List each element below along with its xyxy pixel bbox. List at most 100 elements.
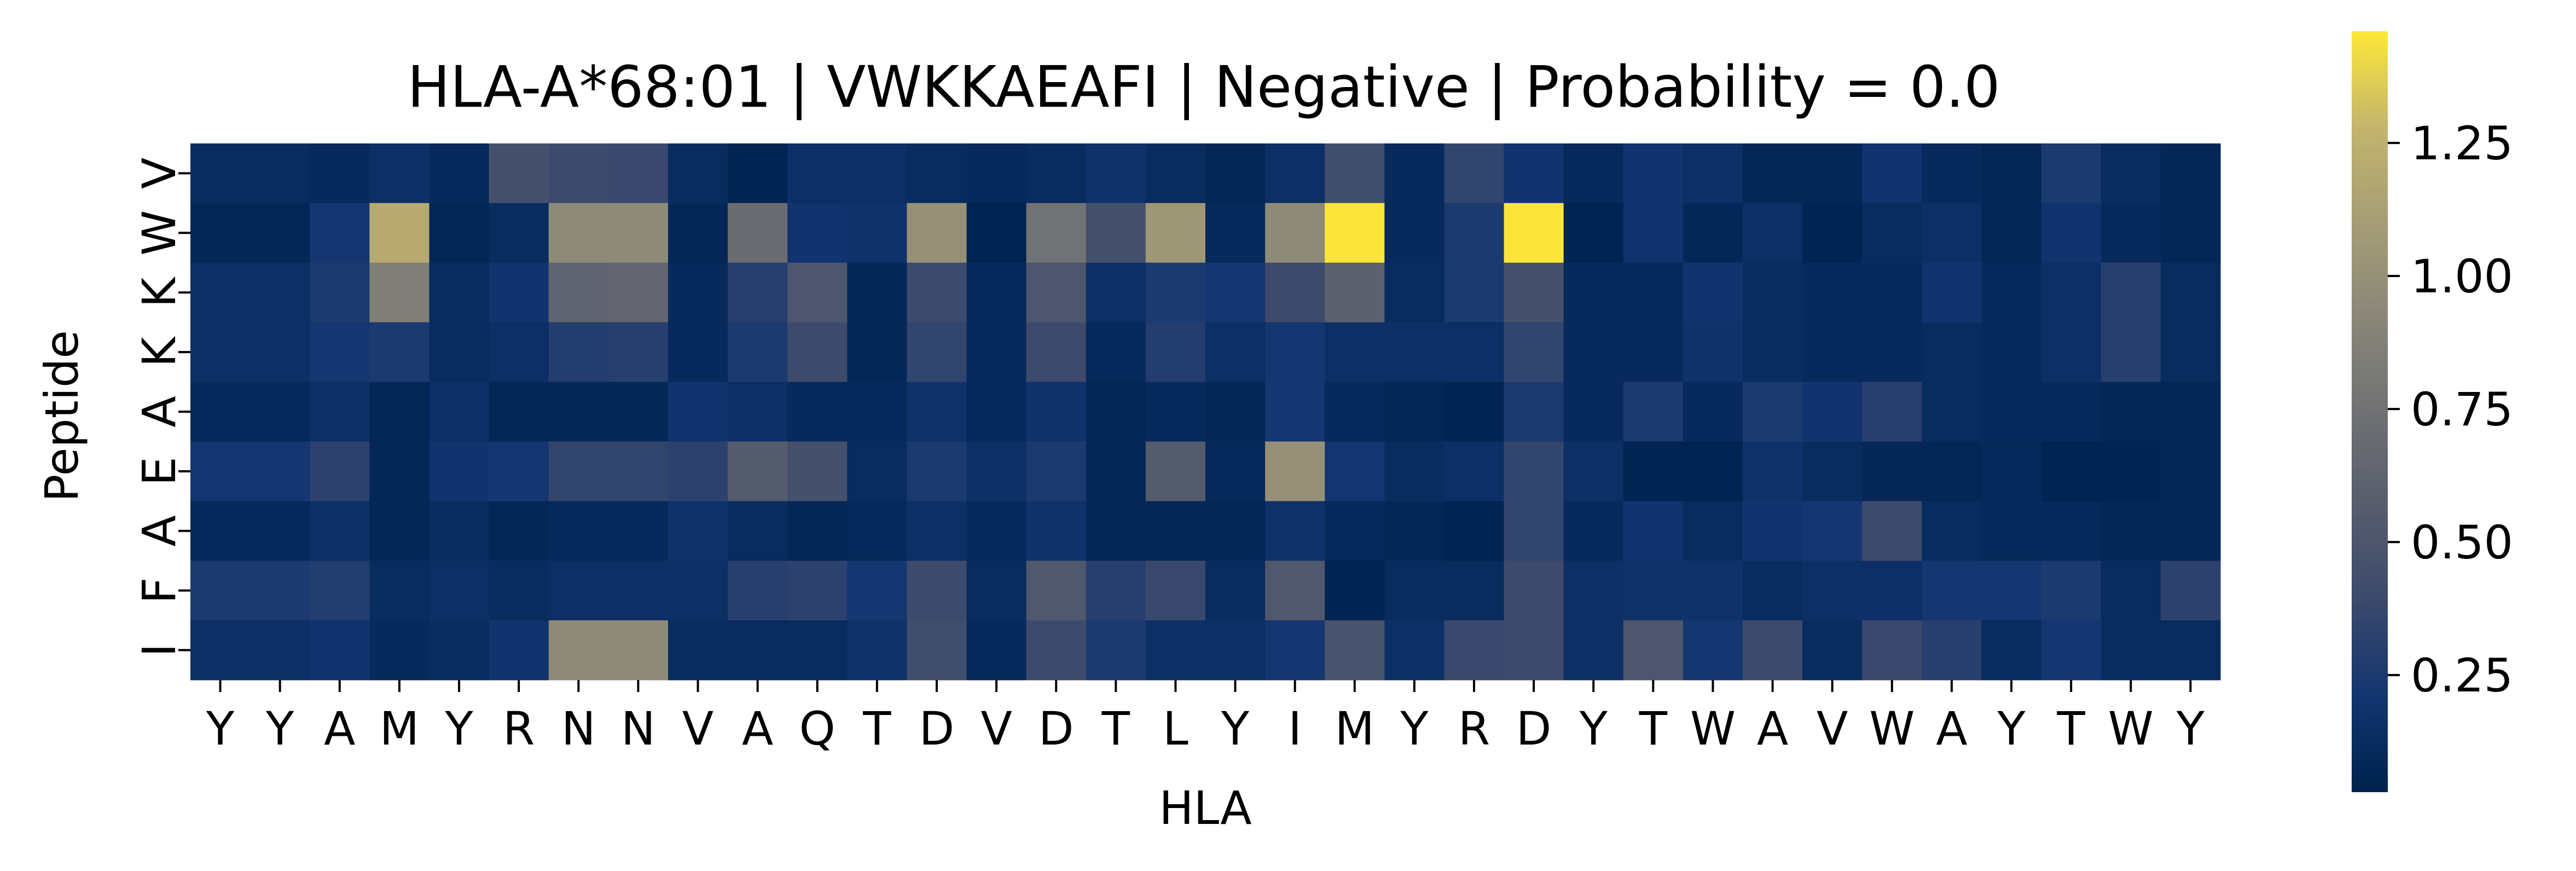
heatmap-cell — [1981, 501, 2042, 561]
x-tick-label: Y — [206, 702, 235, 755]
heatmap-cell — [1086, 441, 1146, 501]
heatmap-cell — [2041, 203, 2102, 263]
heatmap-cell — [1145, 620, 1206, 680]
heatmap-cell — [2160, 382, 2221, 442]
heatmap-cell — [2101, 620, 2161, 680]
colorbar-tick-label: 1.25 — [2411, 117, 2513, 170]
heatmap-cell — [787, 382, 848, 442]
heatmap-cell — [1444, 441, 1505, 501]
heatmap-cell — [1563, 620, 1624, 680]
heatmap-cell — [1862, 620, 1923, 680]
heatmap-cell — [1922, 262, 1982, 323]
heatmap-cell — [787, 501, 848, 561]
heatmap-cell — [1205, 382, 1266, 442]
heatmap-cell — [1026, 561, 1087, 621]
heatmap-cell — [1623, 620, 1684, 680]
heatmap-cell — [728, 441, 788, 501]
heatmap-cell — [190, 262, 251, 323]
heatmap-cell — [369, 143, 430, 204]
heatmap-cell — [1504, 382, 1564, 442]
heatmap-cell — [548, 382, 609, 442]
heatmap-cell — [966, 561, 1027, 621]
x-tick-label: D — [1516, 702, 1552, 755]
heatmap-cell — [1444, 501, 1505, 561]
heatmap-cell — [250, 143, 310, 204]
x-tick-label: R — [503, 702, 535, 755]
heatmap-cell — [1682, 382, 1743, 442]
heatmap-cell — [1743, 501, 1803, 561]
heatmap-cell — [787, 262, 848, 323]
heatmap-cells — [190, 143, 2221, 680]
x-tick-label: N — [561, 702, 596, 755]
heatmap-cell — [728, 620, 788, 680]
heatmap-cell — [429, 262, 490, 323]
heatmap-cell — [787, 322, 848, 383]
heatmap-cell — [1265, 441, 1325, 501]
heatmap-cell — [1623, 561, 1684, 621]
heatmap-cell — [728, 203, 788, 263]
heatmap-cell — [1145, 382, 1206, 442]
heatmap-cell — [1563, 501, 1624, 561]
heatmap-cell — [1623, 441, 1684, 501]
heatmap-cell — [548, 501, 609, 561]
x-tick-label: Y — [1400, 702, 1429, 755]
heatmap-cell — [1026, 382, 1087, 442]
heatmap-cell — [548, 143, 609, 204]
heatmap-cell — [190, 441, 251, 501]
heatmap-cell — [1922, 501, 1982, 561]
heatmap-cell — [1862, 203, 1923, 263]
heatmap-cell — [1922, 441, 1982, 501]
heatmap-cell — [1563, 203, 1624, 263]
heatmap-cell — [2101, 382, 2161, 442]
heatmap-cell — [1145, 441, 1206, 501]
heatmap-cell — [1384, 322, 1445, 383]
heatmap-cell — [310, 203, 370, 263]
heatmap-cell — [1325, 561, 1385, 621]
heatmap-cell — [2160, 322, 2221, 383]
heatmap-cell — [1384, 143, 1445, 204]
y-tick-label: K — [132, 276, 186, 308]
x-tick-label: L — [1163, 702, 1188, 755]
heatmap-cell — [1922, 322, 1982, 383]
x-tick-label: W — [2108, 702, 2154, 755]
heatmap-cell — [1086, 143, 1146, 204]
heatmap-cell — [1026, 620, 1087, 680]
heatmap-cell — [1862, 441, 1923, 501]
x-tick-label: Y — [444, 702, 473, 755]
heatmap-cell — [190, 143, 251, 204]
heatmap-cell — [2160, 262, 2221, 323]
heatmap-cell — [907, 501, 967, 561]
heatmap-cell — [907, 143, 967, 204]
x-tick-label: M — [1335, 702, 1374, 755]
heatmap-cell — [1623, 322, 1684, 383]
heatmap-cell — [1444, 143, 1505, 204]
heatmap-cell — [608, 441, 669, 501]
heatmap-cell — [1504, 262, 1564, 323]
x-tick-label: T — [1639, 702, 1668, 755]
heatmap-cell — [1682, 322, 1743, 383]
heatmap-cell — [1981, 561, 2042, 621]
y-tick-label: E — [132, 457, 186, 486]
heatmap-cell — [1802, 501, 1863, 561]
heatmap-cell — [907, 561, 967, 621]
heatmap-cell — [966, 441, 1027, 501]
heatmap-cell — [1623, 143, 1684, 204]
heatmap-cell — [1563, 322, 1624, 383]
heatmap-cell — [429, 143, 490, 204]
x-tick-label: D — [1038, 702, 1074, 755]
heatmap-cell — [1922, 620, 1982, 680]
heatmap-cell — [1981, 322, 2042, 383]
heatmap-cell — [668, 501, 728, 561]
heatmap-cell — [1563, 262, 1624, 323]
heatmap-cell — [369, 262, 430, 323]
heatmap-cell — [429, 382, 490, 442]
heatmap-cell — [1682, 561, 1743, 621]
colorbar-ticks: 0.25 0.50 0.75 1.00 1.25 — [2388, 117, 2513, 702]
heatmap-cell — [1802, 561, 1863, 621]
heatmap-cell — [369, 322, 430, 383]
heatmap-cell — [966, 322, 1027, 383]
heatmap-cell — [1682, 501, 1743, 561]
heatmap-cell — [1563, 382, 1624, 442]
heatmap-cell — [310, 143, 370, 204]
heatmap-cell — [608, 620, 669, 680]
